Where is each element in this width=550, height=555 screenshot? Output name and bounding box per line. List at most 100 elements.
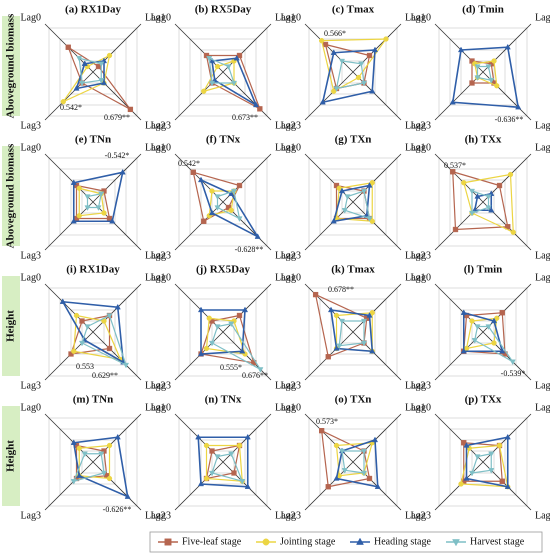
marker [225, 64, 232, 70]
grid-line [460, 49, 506, 95]
axis-label: Lag3 [280, 380, 301, 391]
grid-line [308, 287, 398, 377]
marker [355, 74, 362, 81]
marker [471, 338, 478, 344]
marker [231, 470, 237, 476]
grid-line [48, 27, 138, 117]
marker [325, 484, 331, 490]
grid-line [70, 49, 116, 95]
panel-title: (o) TXn [335, 394, 372, 406]
axis-label: Lag0 [20, 142, 41, 153]
marker [76, 185, 82, 191]
marker [68, 351, 74, 357]
marker [510, 229, 516, 235]
marker [236, 216, 243, 222]
marker [469, 58, 475, 64]
axis-line [304, 153, 354, 203]
grid-line [200, 49, 246, 95]
marker [452, 226, 459, 233]
grid-line [471, 320, 495, 344]
annotation: 0.678** [328, 285, 354, 294]
grid-line [189, 298, 257, 366]
marker [360, 318, 368, 325]
marker [119, 168, 126, 175]
axis-line [352, 71, 402, 121]
marker [203, 442, 210, 449]
grid-line [438, 27, 528, 117]
marker [209, 188, 215, 194]
axis-label: Lag1 [535, 272, 550, 283]
marker [360, 340, 368, 347]
row-label: Height [5, 310, 17, 342]
marker [333, 442, 340, 449]
marker [84, 205, 91, 211]
marker [488, 468, 495, 474]
marker [59, 298, 66, 304]
marker [369, 87, 376, 94]
grid-line [70, 179, 116, 225]
axis-line [44, 201, 94, 251]
marker [84, 324, 91, 330]
marker [488, 78, 495, 84]
marker [203, 475, 210, 482]
marker [369, 347, 376, 354]
marker [239, 347, 246, 354]
marker [208, 80, 216, 87]
marker [206, 315, 212, 321]
axis-line [222, 331, 272, 381]
axis-label: Lag0 [410, 142, 431, 153]
grid-line [189, 38, 257, 106]
marker [515, 103, 522, 110]
marker [214, 205, 221, 211]
marker [164, 538, 172, 546]
marker [507, 171, 514, 178]
grid-line [460, 309, 506, 355]
marker [333, 345, 340, 351]
panel-title: (f) TNx [206, 134, 241, 146]
marker [252, 101, 260, 108]
marker [330, 49, 337, 55]
marker [330, 217, 337, 224]
marker [100, 79, 108, 86]
marker [73, 85, 80, 91]
marker [70, 439, 77, 445]
axis-label: Lag0 [280, 272, 301, 283]
annotation: -0.636** [495, 115, 524, 124]
axis-label: Lag0 [280, 402, 301, 413]
marker [366, 475, 373, 482]
row-label-box [2, 276, 20, 376]
axis-line [44, 71, 94, 121]
marker [460, 347, 467, 354]
marker [460, 309, 467, 315]
axis-label: Lag2 [535, 510, 550, 521]
marker [81, 60, 88, 66]
axis-label: Lag2 [535, 250, 550, 261]
grid-line [438, 417, 528, 507]
axis-label: Lag3 [280, 250, 301, 261]
marker [499, 310, 505, 316]
marker [474, 324, 481, 330]
marker [338, 448, 346, 455]
marker [366, 182, 373, 188]
marker [233, 54, 240, 61]
marker [333, 312, 340, 319]
marker [461, 180, 467, 186]
marker [206, 56, 213, 62]
marker [496, 182, 503, 189]
axis-label: Lag1 [535, 402, 550, 413]
row-label: Height [5, 440, 17, 472]
marker [485, 64, 492, 70]
annotation: 0.673** [232, 113, 258, 122]
marker [504, 483, 511, 489]
grid-line [189, 168, 257, 236]
panel-title: (m) TNn [73, 394, 113, 406]
marker [109, 217, 116, 224]
axis-line [304, 413, 354, 463]
marker [504, 43, 511, 50]
marker [358, 61, 365, 68]
marker [70, 479, 77, 485]
grid-line [438, 157, 528, 247]
grid-line [449, 168, 517, 236]
grid-line [319, 428, 387, 496]
